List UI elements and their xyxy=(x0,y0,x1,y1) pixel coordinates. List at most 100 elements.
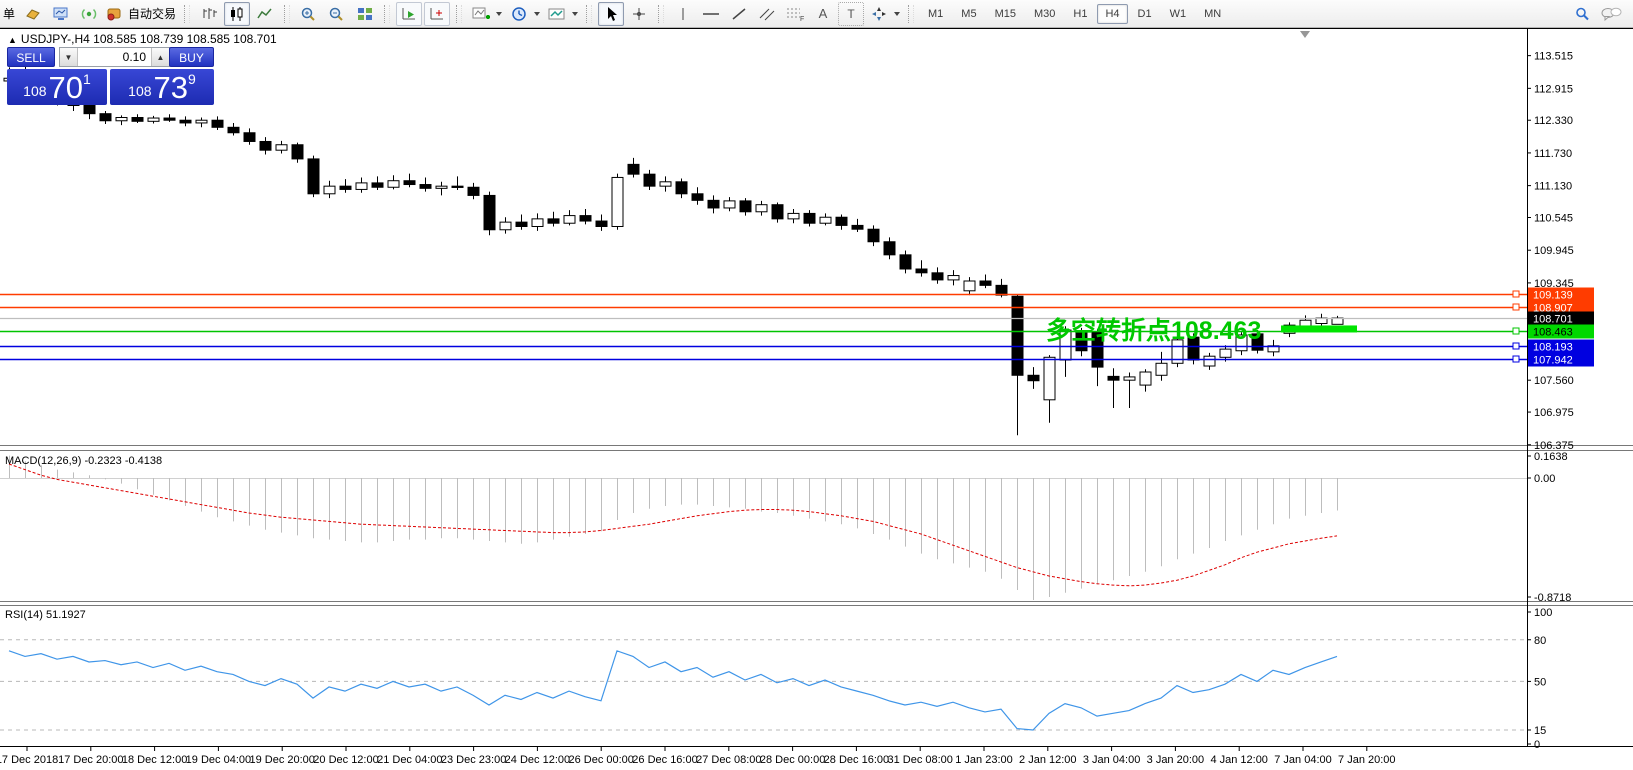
toolbar-gripper[interactable] xyxy=(586,4,593,23)
pivot-annotation[interactable]: 多空转折点108.463 xyxy=(1046,316,1261,345)
candle-body xyxy=(163,117,176,121)
candle-body xyxy=(307,158,320,195)
sell-price-button[interactable]: 108 70 1 xyxy=(7,69,107,105)
timeframe-w1[interactable]: W1 xyxy=(1169,7,1187,20)
chart-window-button[interactable] xyxy=(48,2,74,26)
annotation-layer: 多空转折点108.463 xyxy=(1046,316,1357,345)
svg-text:21 Dec 04:00: 21 Dec 04:00 xyxy=(377,754,442,766)
indicators-caret-icon[interactable] xyxy=(496,11,503,16)
arrows-caret-icon[interactable] xyxy=(894,11,901,16)
text-tool[interactable]: A xyxy=(818,6,828,21)
line-chart-icon xyxy=(257,8,272,18)
line-handle[interactable] xyxy=(1512,355,1520,363)
line-handle[interactable] xyxy=(1512,342,1520,350)
sell-button[interactable]: SELL xyxy=(7,47,55,67)
candle-body xyxy=(835,216,848,226)
candle-body xyxy=(131,116,144,122)
templates-caret-icon[interactable] xyxy=(572,11,579,16)
indicators-button[interactable] xyxy=(468,2,494,26)
timeframe-h1[interactable]: H1 xyxy=(1073,7,1088,20)
new-order-partial-label[interactable]: 单 xyxy=(3,7,16,21)
timeframe-m30[interactable]: M30 xyxy=(1033,7,1056,20)
cursor-button[interactable] xyxy=(598,1,625,26)
scroll-to-end-marker[interactable] xyxy=(1300,31,1310,38)
toolbar-gripper[interactable] xyxy=(658,4,665,23)
candle-body xyxy=(1155,362,1168,376)
price-axis[interactable]: 113.515 112.915 112.330 111.730 111.130 110.5… xyxy=(1527,51,1574,452)
auto-trading-button[interactable] xyxy=(104,2,124,26)
tile-windows-button[interactable] xyxy=(352,2,378,26)
buy-price-button[interactable]: 108 73 9 xyxy=(110,69,214,105)
chart-shift-button[interactable] xyxy=(424,1,451,26)
clock-icon xyxy=(512,6,526,21)
comments-button[interactable] xyxy=(1598,2,1624,26)
svg-text:109.345: 109.345 xyxy=(1534,278,1574,290)
rsi-line xyxy=(8,650,1338,731)
svg-text:17 Dec 20:00: 17 Dec 20:00 xyxy=(58,754,123,766)
volume-increase-button[interactable]: ▲ xyxy=(151,48,169,66)
one-click-collapse-icon[interactable]: ▲ xyxy=(8,35,17,45)
candle-body xyxy=(371,182,384,188)
auto-trading-label[interactable]: 自动交易 xyxy=(128,7,177,21)
zoom-out-button[interactable] xyxy=(324,2,350,26)
buy-button[interactable]: BUY xyxy=(169,47,214,67)
bar-chart-button[interactable] xyxy=(196,2,222,26)
crosshair-button[interactable] xyxy=(626,2,652,26)
channel-tool[interactable] xyxy=(754,2,780,26)
candle-body xyxy=(1219,348,1232,358)
line-handle[interactable] xyxy=(1512,290,1520,298)
templates-button[interactable] xyxy=(544,2,570,26)
signals-button[interactable] xyxy=(76,2,102,26)
auto-scroll-button[interactable] xyxy=(396,1,423,26)
svg-text:50: 50 xyxy=(1534,676,1546,688)
zoom-in-button[interactable] xyxy=(296,2,322,26)
svg-text:107.942: 107.942 xyxy=(1533,355,1573,367)
timeframe-h4[interactable]: H4 xyxy=(1097,3,1128,24)
toolbar-gripper[interactable] xyxy=(908,4,915,23)
text-label-tool[interactable]: T xyxy=(838,1,865,26)
svg-text:0: 0 xyxy=(1534,739,1540,751)
new-order-button[interactable] xyxy=(20,2,46,26)
sell-price-pips: 70 xyxy=(48,70,84,105)
crosshair-icon xyxy=(633,7,646,20)
candle-body xyxy=(643,173,656,187)
candle-body xyxy=(979,280,992,286)
timeframe-m15[interactable]: M15 xyxy=(994,7,1016,20)
candle-body xyxy=(819,216,832,224)
toolbar-gripper[interactable] xyxy=(384,4,391,23)
svg-text:20 Dec 12:00: 20 Dec 12:00 xyxy=(313,754,378,766)
volume-value[interactable]: 0.10 xyxy=(122,50,146,64)
candlestick-chart-button[interactable] xyxy=(224,1,251,26)
arrows-icon xyxy=(872,6,887,21)
toolbar-gripper[interactable] xyxy=(284,4,291,23)
periods-caret-icon[interactable] xyxy=(534,11,541,16)
timeframe-m1[interactable]: M1 xyxy=(928,7,944,20)
toolbar-gripper[interactable] xyxy=(456,4,463,23)
timeframe-m5[interactable]: M5 xyxy=(961,7,977,20)
fibonacci-tool[interactable]: F xyxy=(782,2,808,26)
svg-text:7 Jan 04:00: 7 Jan 04:00 xyxy=(1274,754,1332,766)
line-handle[interactable] xyxy=(1512,303,1520,311)
search-button[interactable] xyxy=(1570,2,1596,26)
one-click-trading-panel: SELL ▼ 0.10 ▲ BUY 108 70 1 108 73 9 xyxy=(7,47,214,105)
line-handle[interactable] xyxy=(1512,327,1520,335)
arrows-tool[interactable] xyxy=(866,2,892,26)
svg-text:28 Dec 16:00: 28 Dec 16:00 xyxy=(824,754,889,766)
zoom-out-icon xyxy=(329,7,343,21)
zoom-in-icon xyxy=(301,7,315,21)
toolbar-gripper[interactable] xyxy=(184,4,191,23)
timeframe-d1[interactable]: D1 xyxy=(1137,7,1152,20)
periods-button[interactable] xyxy=(506,2,532,26)
line-chart-button[interactable] xyxy=(252,2,278,26)
timeframe-mn[interactable]: MN xyxy=(1204,7,1222,20)
volume-decrease-button[interactable]: ▼ xyxy=(60,48,78,66)
candle-body xyxy=(291,144,304,160)
candle-body xyxy=(515,221,528,227)
vertical-line-tool[interactable] xyxy=(670,2,696,26)
horizontal-line-tool[interactable] xyxy=(698,2,724,26)
highlight-bar[interactable] xyxy=(1281,325,1357,333)
search-icon xyxy=(1576,7,1589,20)
trendline-tool[interactable] xyxy=(726,2,752,26)
